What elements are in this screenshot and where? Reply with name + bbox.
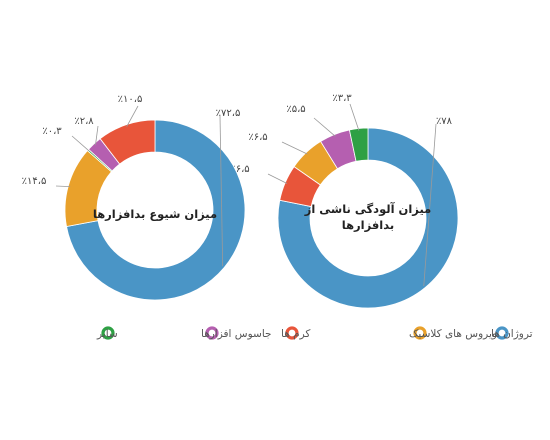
slice-value-label: ٪۶،۵ xyxy=(230,164,249,175)
slice-value-label: ٪۳،۳ xyxy=(332,93,352,104)
legend-spyware-label: جاسوس افزارها xyxy=(201,328,272,340)
donut-prevalence: ٪۷۲،۵ ٪۱۴،۵ ٪۰،۳ ٪۲،۸ ٪۱۰،۵ میزان شیوع بدافزا… xyxy=(22,94,246,301)
slice-value-label: ٪۶،۵ xyxy=(248,132,267,143)
donut-slice xyxy=(99,119,156,165)
leader-line xyxy=(423,123,437,287)
legend-trojans-label: تروژان ها xyxy=(491,328,533,340)
leader-line xyxy=(126,105,139,127)
slice-value-label: ٪۰،۳ xyxy=(42,126,62,137)
slice-value-label: ٪۱۰،۵ xyxy=(118,94,143,105)
legend-spyware-icon xyxy=(205,326,219,340)
donut-slice xyxy=(348,127,369,162)
legend-classic-viruses-label: ویروس های کلاسیک xyxy=(409,328,497,340)
leader-line xyxy=(349,103,360,131)
slice-value-label: ٪۲،۸ xyxy=(74,116,94,127)
slice-value-label: ٪۷۲،۵ xyxy=(216,108,241,119)
legend-trojans-icon xyxy=(495,326,509,340)
leader-line xyxy=(95,125,99,146)
legend-other-icon xyxy=(101,326,115,340)
legend-other-label: سایر xyxy=(96,328,118,340)
legend-classic-viruses-icon xyxy=(413,326,427,340)
legend-worms-icon xyxy=(285,326,299,340)
slice-value-label: ٪۱۴،۵ xyxy=(22,176,47,187)
slice-value-label: ٪۷۸ xyxy=(436,116,453,127)
legend-worms-label: کرم ها xyxy=(281,328,310,340)
leader-line xyxy=(267,173,288,184)
chart-center-title: میزان شیوع بدافزارها xyxy=(93,207,217,222)
chart-center-title: میزان آلودگی ناشی از xyxy=(304,202,432,217)
leader-line xyxy=(219,115,224,267)
chart-center-title: بدافزارها xyxy=(342,218,394,232)
leader-line xyxy=(55,185,71,188)
leader-line xyxy=(71,135,90,152)
donut-slice xyxy=(66,119,246,301)
donut-infection-rate: ٪۷۸ ٪۶،۵ ٪۶،۵ ٪۵،۵ ٪۳،۳ میزان آلودگی ناشی ازب… xyxy=(230,93,459,309)
leader-line xyxy=(313,117,336,137)
donut-slice xyxy=(277,127,459,309)
leader-line xyxy=(281,141,308,155)
slice-value-label: ٪۵،۵ xyxy=(286,104,305,115)
